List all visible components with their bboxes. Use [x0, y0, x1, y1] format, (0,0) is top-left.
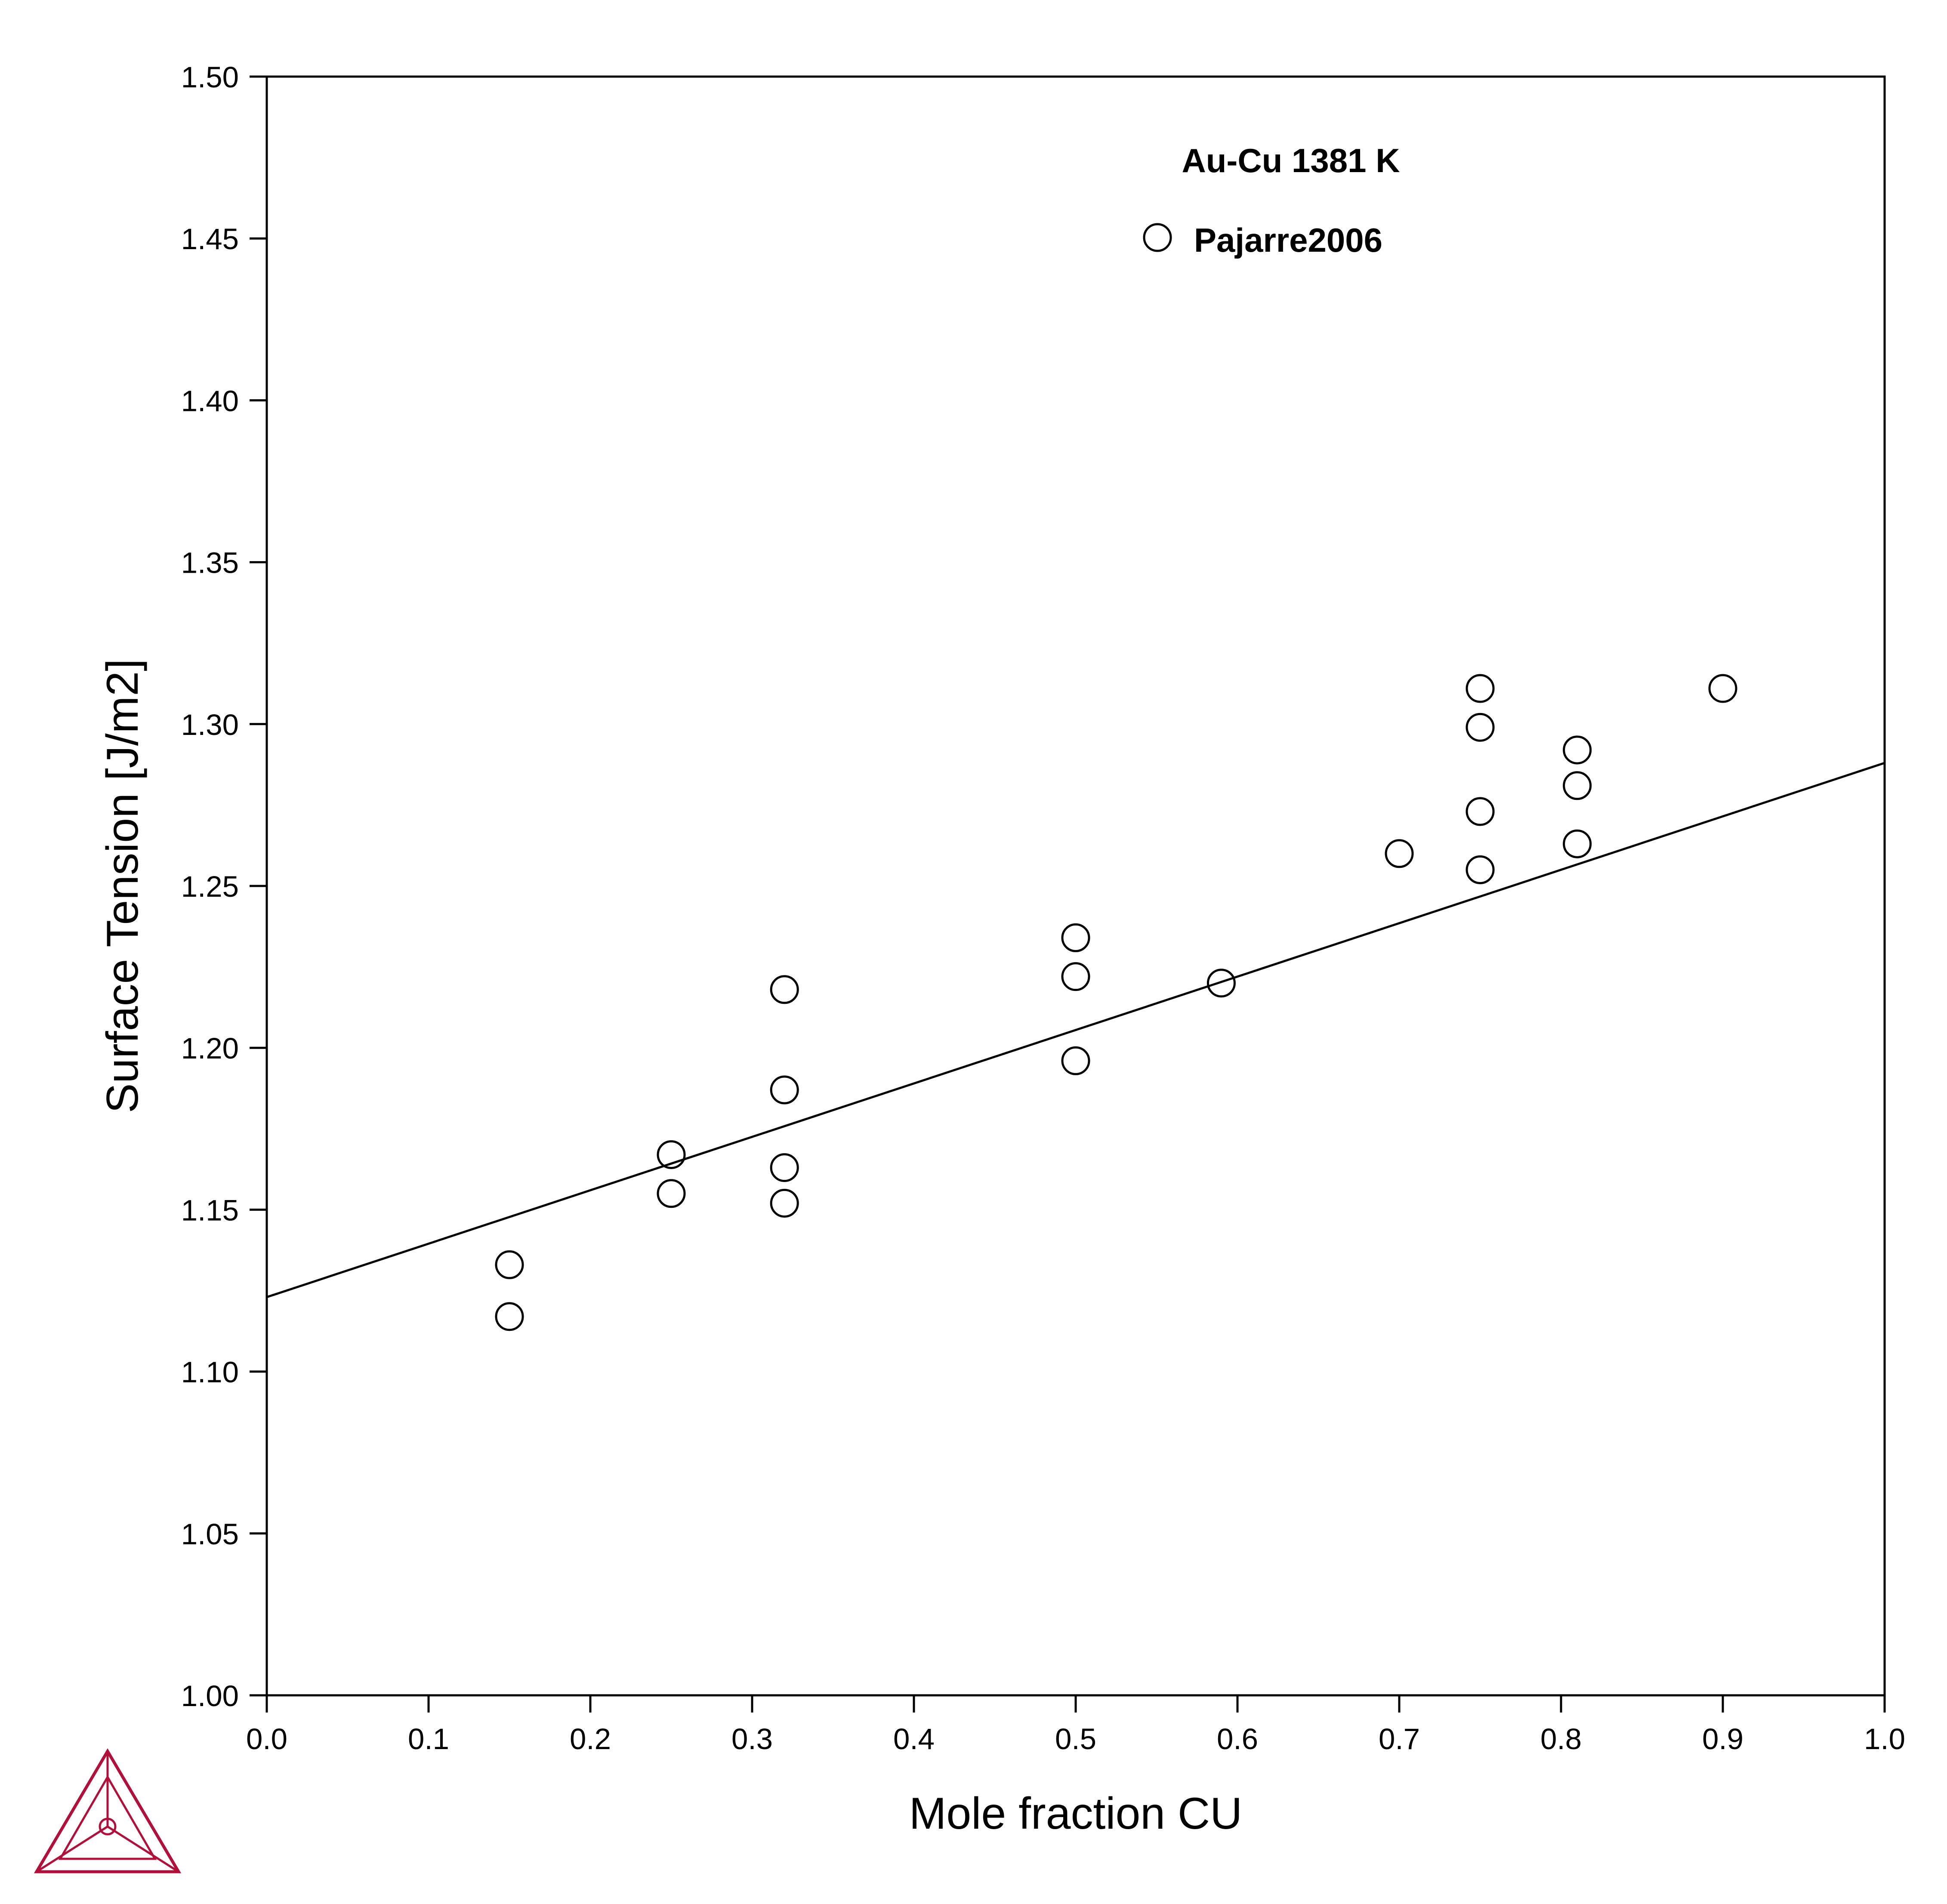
plot-frame — [265, 75, 1886, 1697]
logo-inner-triangle — [58, 1775, 157, 1860]
chart-annotation: Au-Cu 1381 K — [1182, 142, 1400, 179]
x-tick-label: 0.3 — [731, 1722, 773, 1756]
logo-outer-triangle — [34, 1748, 182, 1873]
logo-center-circle — [99, 1818, 117, 1836]
x-tick-label: 0.5 — [1055, 1722, 1096, 1756]
x-tick-label: 0.4 — [893, 1722, 935, 1756]
data-point — [495, 1302, 524, 1331]
thermo-calc-triangle-logo — [34, 1748, 182, 1873]
data-point — [657, 1179, 686, 1208]
data-point — [1708, 674, 1737, 703]
y-tick-label: 1.35 — [181, 546, 239, 580]
y-axis-title: Surface Tension [J/m2] — [98, 659, 148, 1113]
y-tick-label: 1.50 — [181, 61, 239, 94]
legend-label: Pajarre2006 — [1194, 221, 1382, 259]
data-point — [770, 1075, 799, 1105]
x-tick-label: 0.9 — [1702, 1722, 1743, 1756]
data-point — [495, 1250, 524, 1279]
data-point — [770, 975, 799, 1004]
x-tick-label: 0.0 — [246, 1722, 287, 1756]
y-tick-label: 1.20 — [181, 1032, 239, 1065]
data-point — [657, 1140, 686, 1169]
data-point — [1061, 962, 1090, 991]
data-point — [1563, 771, 1592, 800]
x-tick-label: 0.1 — [408, 1722, 449, 1756]
y-tick-label: 1.30 — [181, 708, 239, 741]
data-point — [770, 1188, 799, 1218]
data-point — [1466, 797, 1495, 826]
y-tick-label: 1.10 — [181, 1356, 239, 1389]
x-tick-label: 1.0 — [1864, 1722, 1905, 1756]
logo-line — [107, 1825, 179, 1873]
y-tick-label: 1.15 — [181, 1194, 239, 1227]
data-point — [1206, 969, 1236, 998]
y-tick-label: 1.25 — [181, 870, 239, 903]
x-axis-title: Mole fraction CU — [909, 1789, 1242, 1839]
y-tick-label: 1.00 — [181, 1679, 239, 1713]
x-tick-label: 0.6 — [1217, 1722, 1258, 1756]
data-point — [1563, 829, 1592, 858]
data-point — [1466, 713, 1495, 742]
logo-line — [36, 1825, 108, 1873]
data-point — [1563, 735, 1592, 765]
data-point — [770, 1153, 799, 1182]
legend-marker — [1143, 223, 1172, 252]
x-tick-label: 0.7 — [1379, 1722, 1420, 1756]
data-point — [1466, 855, 1495, 884]
x-tick-label: 0.2 — [570, 1722, 611, 1756]
x-tick-label: 0.8 — [1540, 1722, 1582, 1756]
data-point — [1061, 1046, 1090, 1075]
data-point — [1385, 839, 1414, 868]
y-tick-label: 1.05 — [181, 1518, 239, 1551]
fit-line — [266, 762, 1885, 1298]
y-tick-label: 1.45 — [181, 222, 239, 256]
data-point — [1061, 923, 1090, 952]
y-tick-label: 1.40 — [181, 384, 239, 417]
data-point — [1466, 674, 1495, 703]
